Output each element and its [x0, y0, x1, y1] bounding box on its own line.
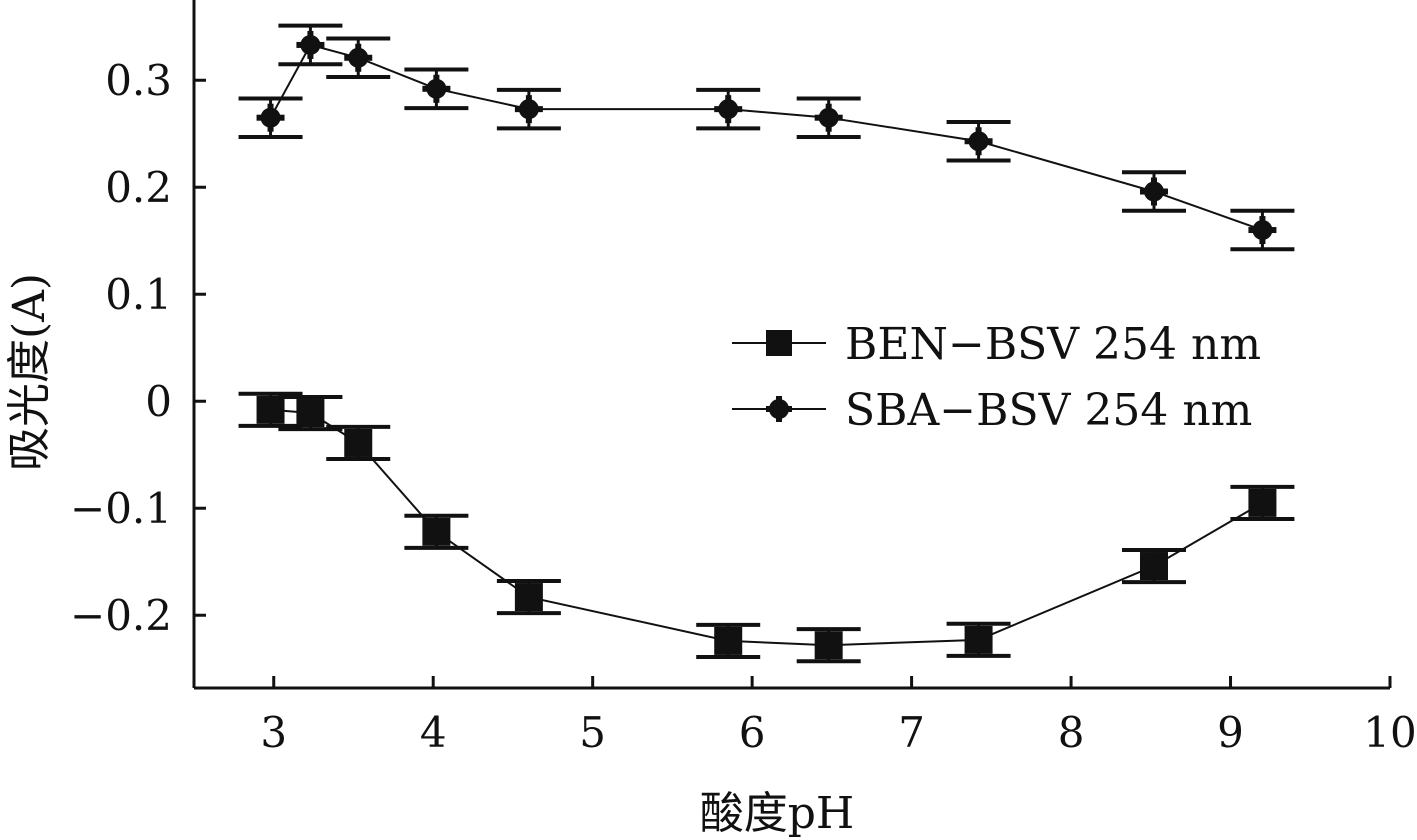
- legend-item-ben-bsv: BEN−BSV 254 nm: [732, 319, 1261, 370]
- data-point: [296, 399, 325, 428]
- data-point: [344, 428, 373, 457]
- legend: BEN−BSV 254 nm SBA−BSV 254 nm: [732, 319, 1261, 436]
- data-point: [814, 631, 843, 660]
- y-tick-label: −0.2: [70, 591, 172, 640]
- series-line: [270, 408, 1263, 647]
- y-tick-label: 0.1: [105, 270, 172, 319]
- data-point: [422, 517, 451, 546]
- data-point: [964, 127, 993, 156]
- x-tick-label: 8: [1058, 708, 1085, 757]
- legend-item-sba-bsv: SBA−BSV 254 nm: [732, 385, 1252, 436]
- data-point: [422, 74, 451, 103]
- x-axis-title: 酸度pH: [700, 788, 855, 839]
- data-point: [514, 95, 543, 124]
- y-tick-label: 0: [145, 377, 172, 426]
- legend-marker-square-icon: [766, 330, 792, 356]
- series-layer: [238, 23, 1295, 664]
- y-tick-label: 0.2: [105, 163, 172, 212]
- y-ticks: 0.3 0.2 0.1 0 −0.1 −0.2: [70, 56, 206, 640]
- y-tick-label: 0.3: [105, 56, 172, 105]
- data-point: [296, 30, 325, 59]
- x-tick-label: 5: [579, 708, 606, 757]
- x-ticks: 3 4 5 6 7 8 9 10: [260, 676, 1417, 757]
- x-tick-label: 4: [420, 708, 447, 757]
- legend-label-ben-bsv: BEN−BSV 254 nm: [845, 319, 1261, 370]
- data-point: [714, 95, 743, 124]
- data-point: [1248, 488, 1277, 517]
- data-point: [256, 395, 285, 424]
- y-tick-label: −0.1: [70, 484, 172, 533]
- data-point: [344, 43, 373, 72]
- data-point: [714, 626, 743, 655]
- series-1: [238, 23, 1295, 252]
- legend-label-sba-bsv: SBA−BSV 254 nm: [845, 385, 1252, 436]
- data-point: [1139, 177, 1168, 206]
- data-point: [1139, 552, 1168, 581]
- y-axis-title: 吸光度(A): [4, 273, 55, 471]
- data-point: [964, 625, 993, 654]
- x-tick-label: 6: [739, 708, 766, 757]
- x-tick-label: 10: [1363, 708, 1416, 757]
- data-point: [256, 103, 285, 132]
- series-line: [269, 43, 1263, 231]
- x-tick-label: 7: [898, 708, 925, 757]
- data-point: [1248, 216, 1277, 245]
- x-tick-label: 9: [1217, 708, 1244, 757]
- axes: [192, 0, 1390, 690]
- legend-marker-plus-circle-icon: [766, 396, 792, 422]
- x-tick-label: 3: [260, 708, 287, 757]
- data-point: [514, 583, 543, 612]
- series-0: [238, 391, 1295, 664]
- data-point: [814, 103, 843, 132]
